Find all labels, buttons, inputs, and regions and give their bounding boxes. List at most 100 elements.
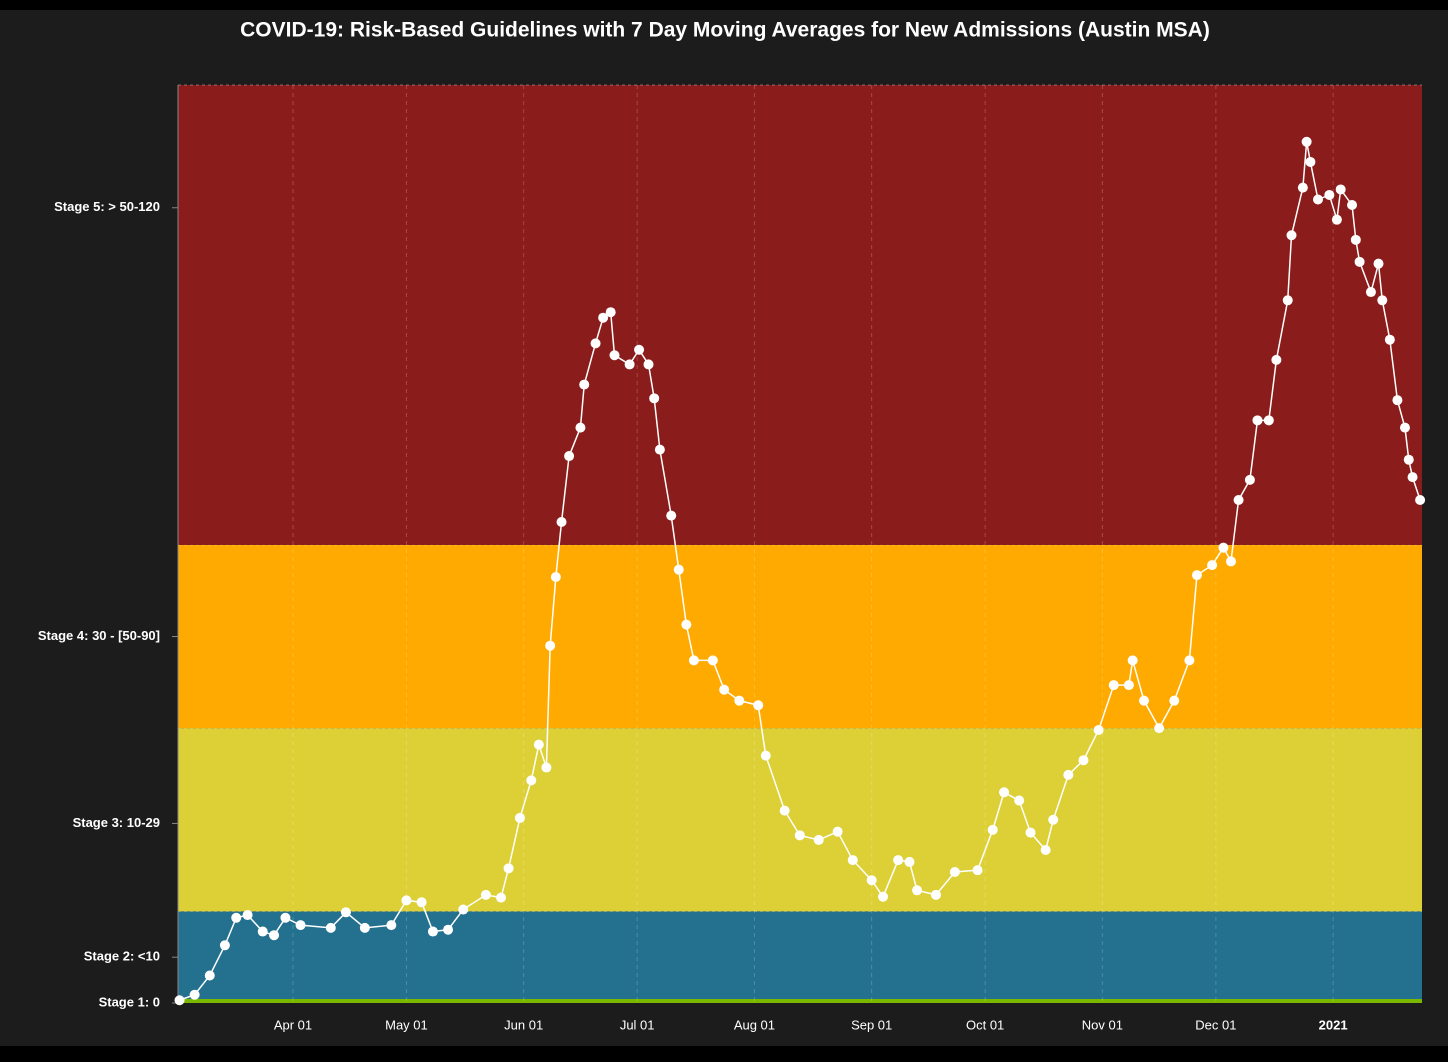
data-point (1191, 570, 1202, 581)
x-tick-label: Aug 01 (734, 1017, 775, 1032)
data-point (1263, 415, 1274, 426)
data-point (912, 885, 923, 896)
data-point (779, 805, 790, 816)
data-point (458, 904, 469, 915)
data-point (1271, 354, 1282, 365)
data-point (280, 912, 291, 923)
data-point (1078, 755, 1089, 766)
data-point (987, 824, 998, 835)
y-tick-label: Stage 4: 30 - [50-90] (38, 628, 160, 643)
chart-title: COVID-19: Risk-Based Guidelines with 7 D… (240, 19, 1210, 42)
data-point (503, 863, 514, 874)
x-tick-label: Jul 01 (620, 1017, 655, 1032)
data-point (1392, 395, 1403, 406)
data-point (666, 510, 677, 521)
data-point (533, 739, 544, 750)
x-tick-label: Oct 01 (966, 1017, 1004, 1032)
data-point (1384, 334, 1395, 345)
data-point (1403, 454, 1414, 465)
data-point (1048, 814, 1059, 825)
data-point (1324, 189, 1335, 200)
data-point (1373, 258, 1384, 269)
data-point (1305, 156, 1316, 167)
data-point (575, 422, 586, 433)
data-point (189, 989, 200, 1000)
data-point (1354, 256, 1365, 267)
data-point (1154, 723, 1165, 734)
data-point (295, 920, 306, 931)
data-point (219, 940, 230, 951)
y-tick-label: Stage 3: 10-29 (73, 815, 160, 830)
data-point (1377, 295, 1388, 306)
data-point (1399, 422, 1410, 433)
data-point (359, 922, 370, 933)
data-point (590, 338, 601, 349)
x-tick-label: Nov 01 (1082, 1017, 1123, 1032)
data-point (847, 855, 858, 866)
x-tick-label: May 01 (385, 1017, 428, 1032)
data-point (1014, 795, 1025, 806)
data-point (386, 920, 397, 931)
data-point (1218, 542, 1229, 553)
data-point (257, 926, 268, 937)
data-point (541, 762, 552, 773)
x-tick-label: 2021 (1319, 1017, 1348, 1032)
risk-band (178, 728, 1422, 912)
data-point (1207, 560, 1218, 571)
y-tick-label: Stage 2: <10 (84, 949, 160, 964)
data-point (1040, 845, 1051, 855)
data-point (1335, 184, 1346, 195)
risk-band (178, 911, 1422, 1003)
data-point (564, 451, 575, 462)
data-point (1025, 827, 1036, 838)
data-point (1252, 415, 1263, 426)
data-point (1312, 194, 1323, 205)
y-tick-label: Stage 5: > 50-120 (54, 199, 160, 214)
data-point (1415, 495, 1426, 506)
data-point (579, 379, 590, 390)
data-point (681, 619, 692, 630)
data-point (760, 750, 771, 761)
data-point (813, 834, 824, 845)
data-point (1225, 556, 1236, 567)
data-point (1127, 655, 1138, 666)
data-point (1297, 182, 1308, 193)
data-point (605, 307, 616, 318)
data-point (269, 930, 280, 941)
data-point (496, 892, 507, 903)
data-point (174, 995, 185, 1006)
y-tick-label: Stage 1: 0 (99, 994, 160, 1009)
data-point (893, 855, 904, 866)
data-point (1286, 230, 1297, 241)
data-point (416, 897, 427, 908)
data-point (1347, 200, 1358, 211)
data-point (1365, 287, 1376, 298)
data-point (242, 910, 253, 921)
data-point (930, 889, 941, 900)
risk-band (178, 544, 1422, 729)
data-point (598, 312, 609, 323)
data-point (707, 655, 718, 666)
data-point (753, 700, 764, 711)
data-point (624, 359, 635, 370)
data-point (545, 640, 556, 651)
data-point (1123, 680, 1134, 691)
data-point (480, 889, 491, 900)
data-point (1093, 724, 1104, 735)
x-tick-label: Sep 01 (851, 1017, 892, 1032)
data-point (673, 564, 684, 575)
data-point (550, 571, 561, 582)
data-point (1184, 655, 1195, 666)
data-point (1301, 136, 1312, 147)
data-point (794, 830, 805, 841)
data-point (1282, 295, 1293, 306)
data-point (904, 856, 915, 867)
data-point (204, 970, 215, 981)
data-point (1233, 495, 1244, 506)
data-point (1063, 769, 1074, 780)
data-point (734, 695, 745, 706)
data-point (1139, 695, 1150, 706)
data-point (427, 926, 438, 937)
data-point (1108, 680, 1119, 691)
